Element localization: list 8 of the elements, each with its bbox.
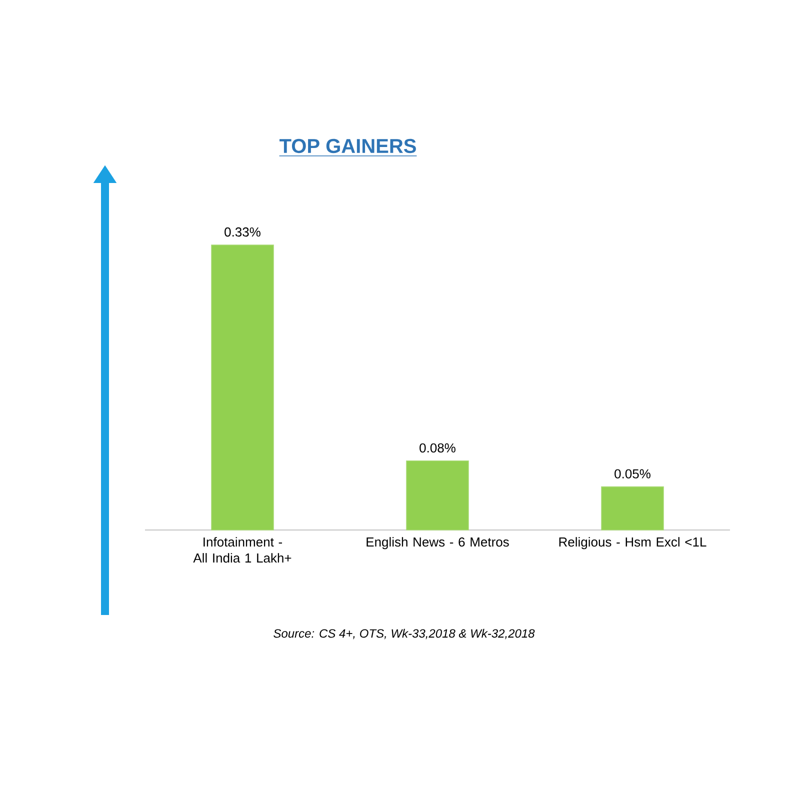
x-tick-label: English News - 6 Metros <box>366 537 509 550</box>
data-label: 0.05% <box>614 469 650 478</box>
x-tick-label: Religious - Hsm Excl <1L <box>559 537 706 550</box>
x-tick-label: Infotainment - All India 1 Lakh+ <box>193 537 292 563</box>
chart-title: TOP GAINERS <box>280 138 416 154</box>
source-note: Source: CS 4+, OTS, Wk-33,2018 & Wk-32,2018 <box>274 628 535 640</box>
data-label: 0.33% <box>224 227 260 237</box>
data-label: 0.08% <box>420 443 456 453</box>
